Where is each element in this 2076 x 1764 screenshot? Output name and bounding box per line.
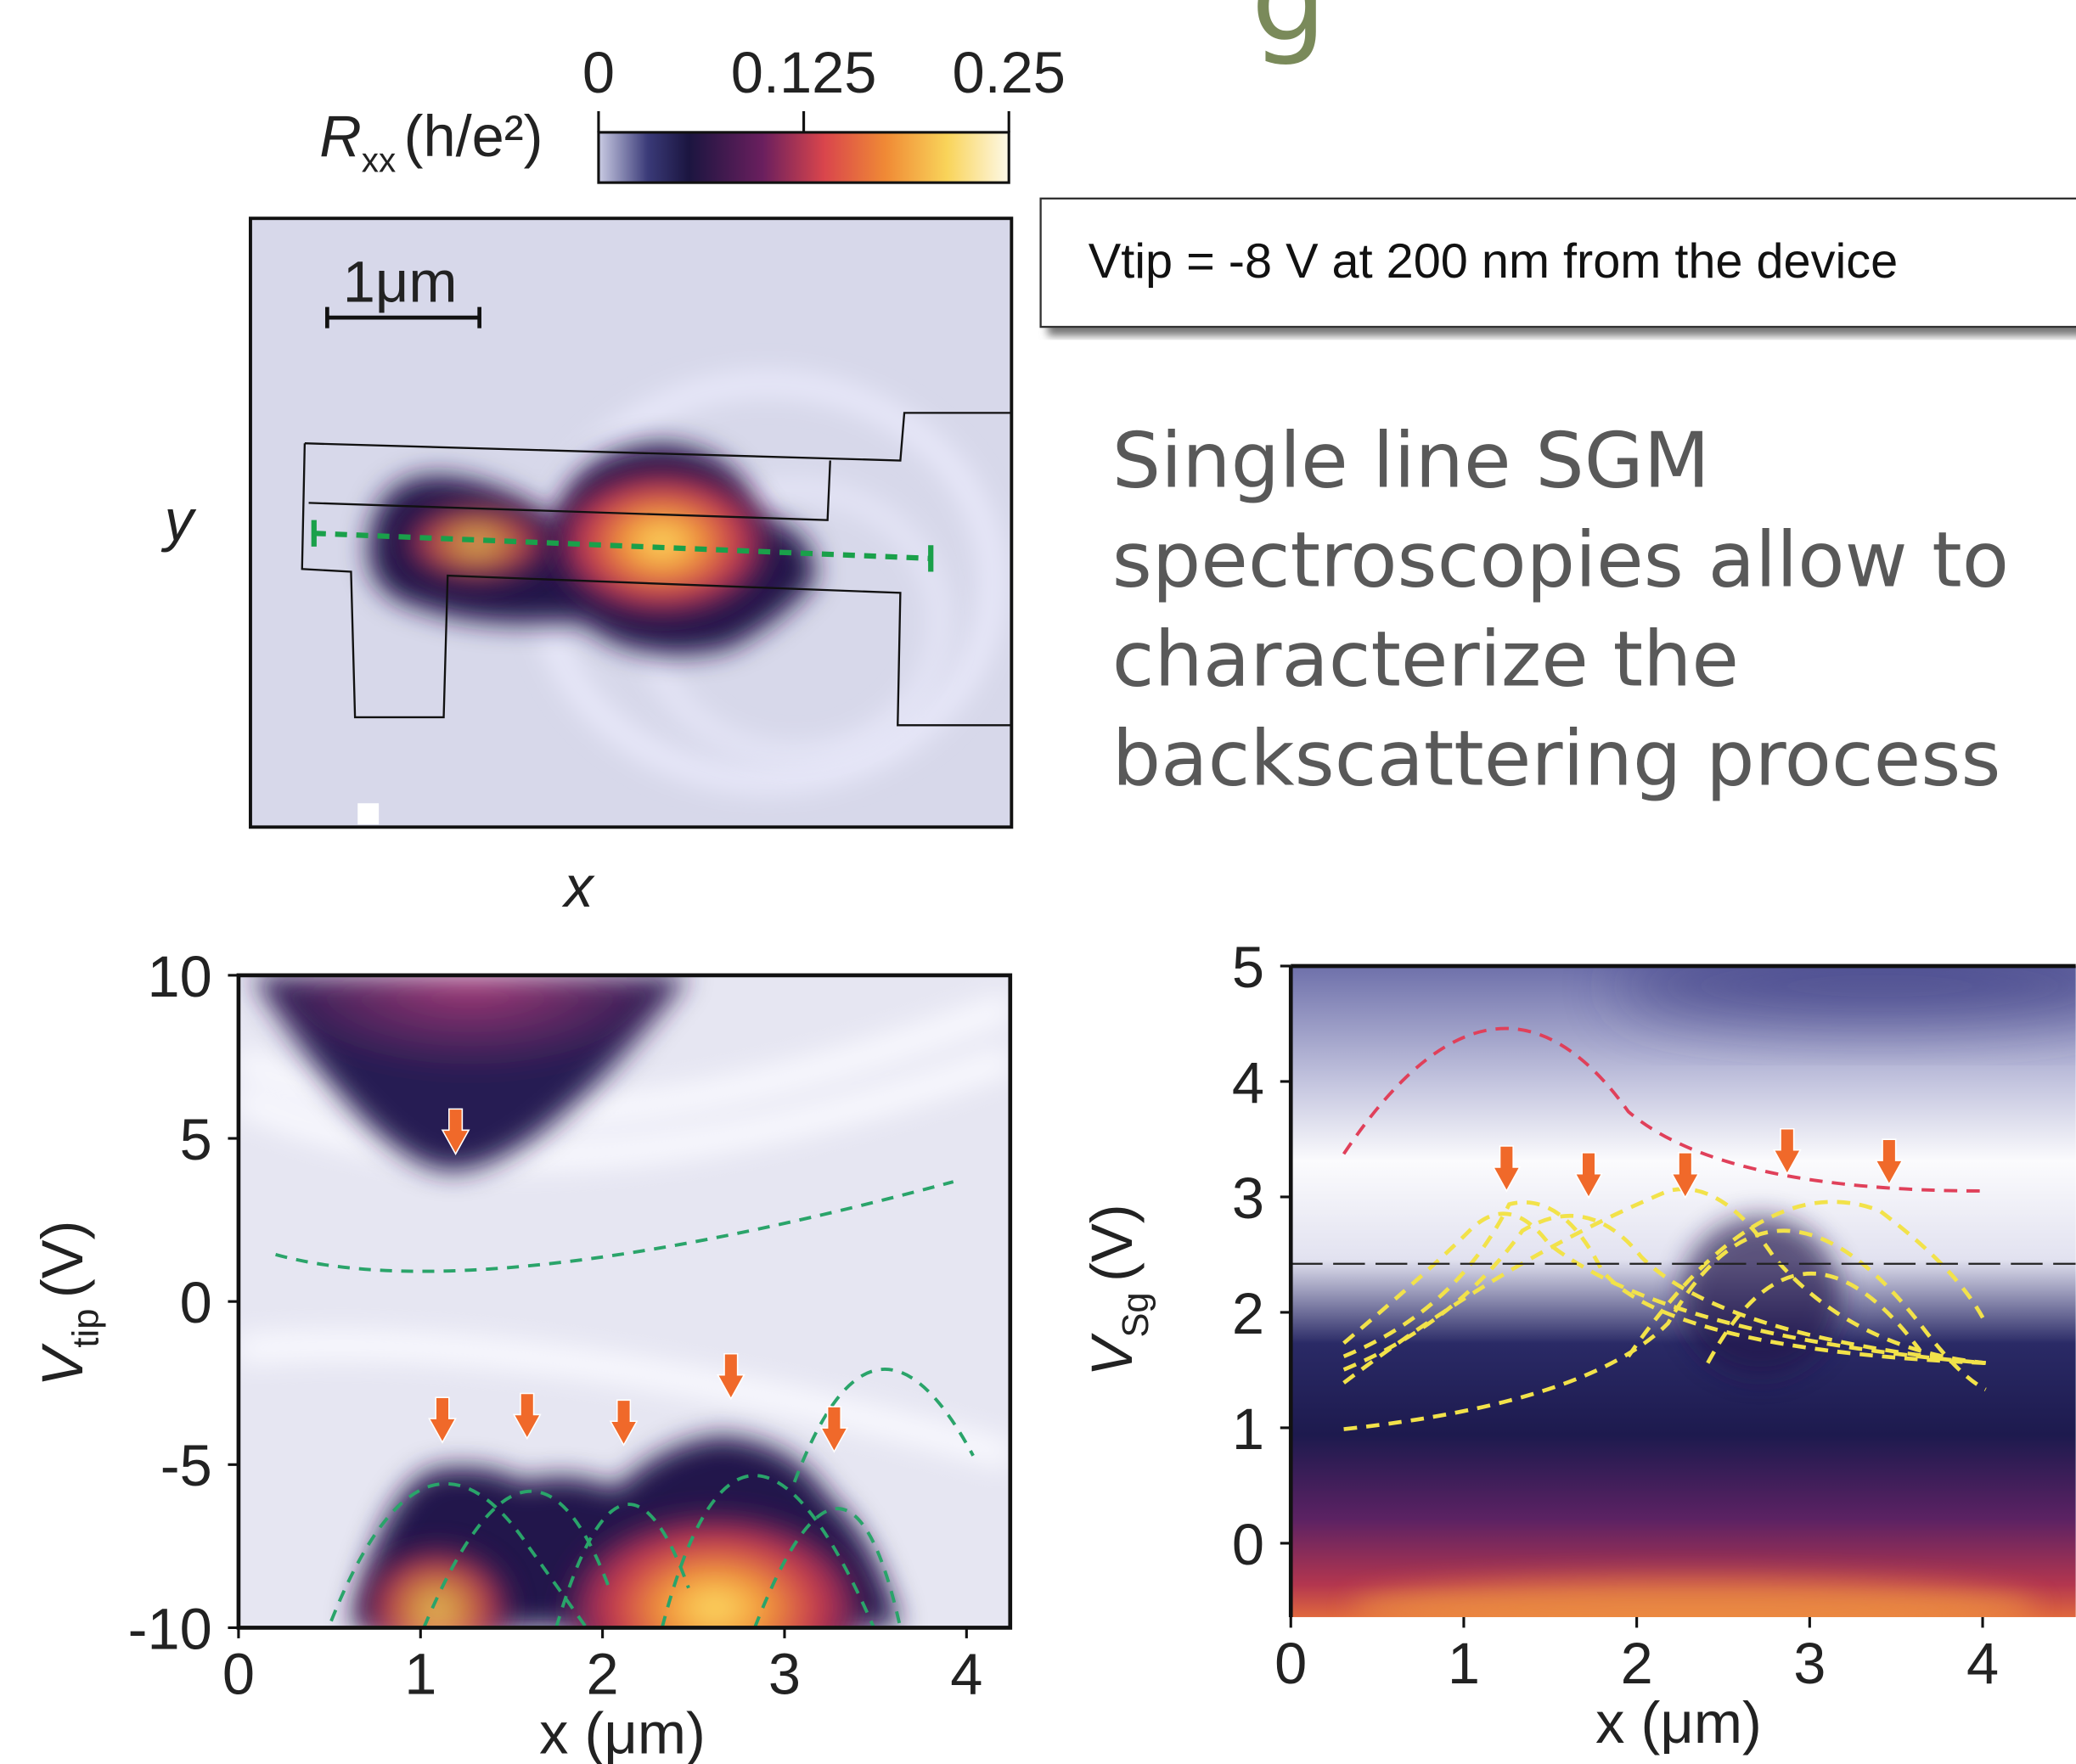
colorbar-ticks: 0 0.125 0.25 [582, 40, 1066, 132]
y-tick-label: 5 [1232, 935, 1264, 1000]
y-tick-label: 4 [1232, 1050, 1264, 1115]
x-tick-label: 1 [1448, 1631, 1480, 1696]
left-image [238, 975, 1010, 1628]
unit: (V) [1079, 1204, 1145, 1281]
annotation-box [1039, 197, 2076, 329]
right-frame [1288, 963, 2076, 1617]
y-tick-label: 10 [147, 944, 211, 1009]
map-x-label: x [561, 854, 595, 919]
x-tick-label: 4 [950, 1641, 982, 1706]
left-ticks: 0 1 2 3 4 -10 -5 0 5 10 [128, 944, 983, 1707]
body-line: backscattering process [1112, 714, 2001, 803]
body-text: Single line SGM spectroscopies allow to … [1112, 417, 2009, 804]
y-tick-label: 5 [180, 1107, 212, 1172]
x-tick-label: 0 [222, 1641, 255, 1706]
y-tick-label: -10 [128, 1596, 212, 1661]
x-tick-label: 0 [1274, 1631, 1307, 1696]
colorbar-label: Rxx (h/e²) [319, 104, 543, 180]
dark-region [251, 975, 689, 1171]
guide-curves [275, 1180, 975, 1628]
y-tick-label: 1 [1232, 1396, 1264, 1462]
right-x-label: x (μm) [1595, 1690, 1762, 1756]
map-frame [249, 216, 1014, 829]
subscript: Sg [1115, 1292, 1156, 1337]
hot-spot [364, 1548, 510, 1628]
right-ticks: 0 1 2 3 4 0 1 2 3 4 5 [1232, 935, 1999, 1696]
y-tick-label: 3 [1232, 1166, 1264, 1231]
x-tick-label: 3 [1793, 1631, 1826, 1696]
x-tick-label: 4 [1966, 1631, 1999, 1696]
subscript: tip [65, 1309, 107, 1348]
hot-band [1350, 1578, 2039, 1617]
symbol: V [30, 1342, 95, 1386]
colorbar-tick-label: 0.125 [731, 40, 877, 105]
right-y-label: VSg (V) [1079, 1204, 1156, 1376]
scan-ends [311, 520, 934, 572]
x-tick-label: 2 [1621, 1631, 1653, 1696]
fringe [238, 993, 1010, 1469]
colorbar-tick-label: 0 [582, 40, 615, 105]
x-tick-label: 3 [768, 1641, 801, 1706]
map-y-label: y [161, 487, 197, 553]
body-line: characterize the [1112, 615, 1739, 705]
left-x-label: x (μm) [539, 1701, 706, 1764]
y-tick-label: 2 [1232, 1281, 1264, 1346]
subscript: xx [362, 141, 397, 180]
colorbar [597, 131, 1010, 184]
symbol: R [319, 104, 362, 169]
left-y-label: Vtip (V) [30, 1221, 107, 1387]
hot-spot [403, 503, 550, 582]
annotation: Vtip = -8 V at 200 nm from the device [1089, 234, 1898, 289]
y-tick-label: 0 [1232, 1512, 1264, 1577]
unit: (h/e²) [404, 104, 543, 169]
scale-bar [325, 306, 481, 329]
map-image [301, 374, 1012, 790]
y-tick-label: 0 [180, 1270, 212, 1335]
title-fragment: g [1251, 0, 1326, 69]
colorbar-tick-label: 0.25 [952, 40, 1065, 105]
body-line: spectroscopies allow to [1112, 516, 2009, 605]
dark-region [1615, 965, 2076, 1026]
unit: (V) [30, 1221, 95, 1298]
scale-bar-label: 1μm [343, 249, 458, 314]
body-line: Single line SGM [1112, 417, 1710, 506]
right-image [1291, 965, 2076, 1617]
marker [357, 803, 380, 825]
device-outline [301, 412, 1012, 727]
scan-line [313, 531, 931, 561]
hot-spot [569, 1514, 861, 1628]
y-tick-label: -5 [160, 1433, 212, 1498]
x-tick-label: 1 [404, 1641, 436, 1706]
x-tick-label: 2 [587, 1641, 619, 1706]
hot-spot [556, 469, 768, 615]
symbol: V [1079, 1332, 1145, 1376]
guide-curves [1291, 1026, 2076, 1431]
